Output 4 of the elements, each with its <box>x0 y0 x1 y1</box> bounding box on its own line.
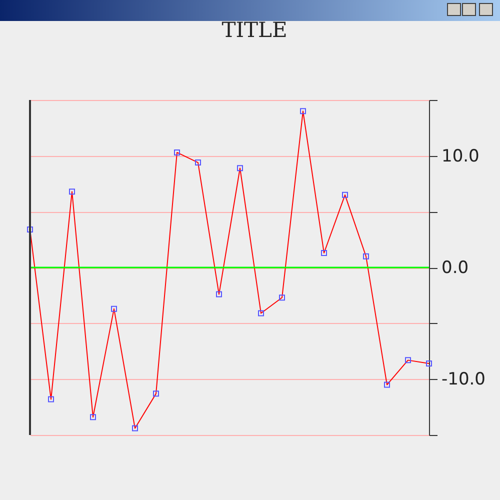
y-tick-label: 10.0 <box>442 146 480 166</box>
chart-title: TITLE <box>222 18 288 42</box>
y-tick-label: -10.0 <box>442 370 486 390</box>
y-tick-label: 0.0 <box>442 258 469 278</box>
